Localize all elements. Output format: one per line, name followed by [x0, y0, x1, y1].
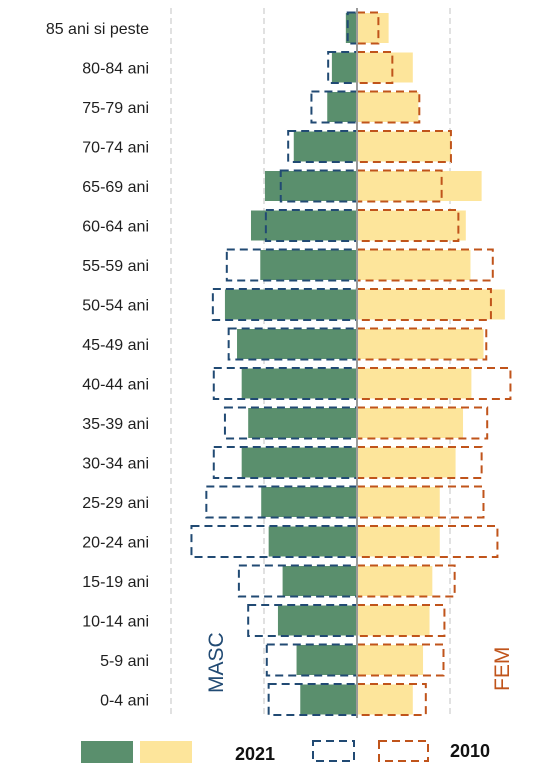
bar-female-2021	[357, 605, 430, 636]
bar-female-2021	[357, 447, 456, 478]
bar-male-2021	[224, 289, 357, 320]
outline-male-2010	[267, 683, 358, 716]
bar-male-2021	[296, 645, 357, 675]
bar-female-2021	[357, 131, 451, 162]
bar-male-2021	[250, 210, 357, 241]
male-side-label: MASC	[205, 632, 228, 693]
bar-male-2021	[264, 171, 357, 201]
bar-male-2021	[277, 605, 357, 636]
bar-male-2021	[241, 447, 357, 478]
female-side-label: FEM	[491, 647, 514, 691]
age-group-label: 30-34 ani	[82, 456, 149, 473]
age-group-label: 15-19 ani	[82, 574, 149, 591]
bar-female-2021	[357, 329, 484, 359]
age-group-labels: 85 ani si peste 80-84 ani 75-79 ani 70-74 a…	[46, 21, 149, 710]
age-group-label: 10-14 ani	[82, 614, 149, 631]
legend-label-2010: 2010	[450, 741, 490, 761]
age-group-label: 85 ani si peste	[46, 21, 149, 38]
legend: 2021 2010	[81, 740, 490, 763]
age-group-label: 40-44 ani	[82, 377, 149, 394]
bar-female-2021	[357, 52, 413, 83]
age-group-label: 50-54 ani	[82, 298, 149, 315]
bar-female-2021	[357, 368, 472, 399]
bar-female-2021	[357, 13, 389, 43]
outline-male-2010	[190, 525, 358, 558]
bar-female-2021	[357, 526, 440, 557]
age-group-label: 35-39 ani	[82, 416, 149, 433]
bar-female-2021	[357, 408, 464, 438]
bar-male-2021	[241, 368, 357, 399]
legend-swatch-male-2021	[81, 741, 133, 763]
bar-female-2021	[357, 289, 505, 320]
bar-female-2021	[357, 92, 419, 122]
bar-male-2021	[282, 566, 357, 596]
bar-male-2021	[260, 250, 357, 280]
outline-male-2010	[346, 11, 359, 45]
age-group-label: 60-64 ani	[82, 219, 149, 236]
bar-female-2021	[357, 210, 466, 241]
bar-female-2021	[357, 645, 424, 675]
age-group-label: 25-29 ani	[82, 495, 149, 512]
bar-male-2021	[293, 131, 357, 162]
age-group-label: 75-79 ani	[82, 100, 149, 117]
outline-female-2010	[356, 643, 445, 677]
bars-2021	[224, 13, 505, 715]
bar-male-2021	[327, 92, 357, 122]
legend-swatch-male-2010	[312, 740, 355, 762]
bar-male-2021	[331, 52, 357, 83]
age-group-label: 70-74 ani	[82, 140, 149, 157]
bar-female-2021	[357, 250, 471, 280]
legend-label-2021: 2021	[235, 744, 275, 763]
bar-male-2021	[345, 13, 357, 43]
bar-male-2021	[300, 684, 357, 715]
gridlines	[170, 8, 451, 718]
bar-male-2021	[268, 526, 357, 557]
bar-female-2021	[357, 171, 482, 201]
bar-female-2021	[357, 566, 433, 596]
bar-female-2021	[357, 684, 413, 715]
age-group-label: 65-69 ani	[82, 179, 149, 196]
bar-male-2021	[237, 329, 357, 359]
age-group-label: 45-49 ani	[82, 337, 149, 354]
legend-swatch-female-2010	[378, 740, 429, 762]
outline-male-2010	[310, 90, 358, 124]
age-group-label: 20-24 ani	[82, 535, 149, 552]
legend-swatch-female-2021	[140, 741, 192, 763]
bar-female-2021	[357, 487, 440, 517]
bar-male-2021	[248, 408, 357, 438]
age-group-label: 55-59 ani	[82, 258, 149, 275]
age-group-label: 80-84 ani	[82, 61, 149, 78]
age-group-label: 0-4 ani	[100, 693, 149, 710]
age-group-label: 5-9 ani	[100, 653, 149, 670]
bar-male-2021	[261, 487, 357, 517]
